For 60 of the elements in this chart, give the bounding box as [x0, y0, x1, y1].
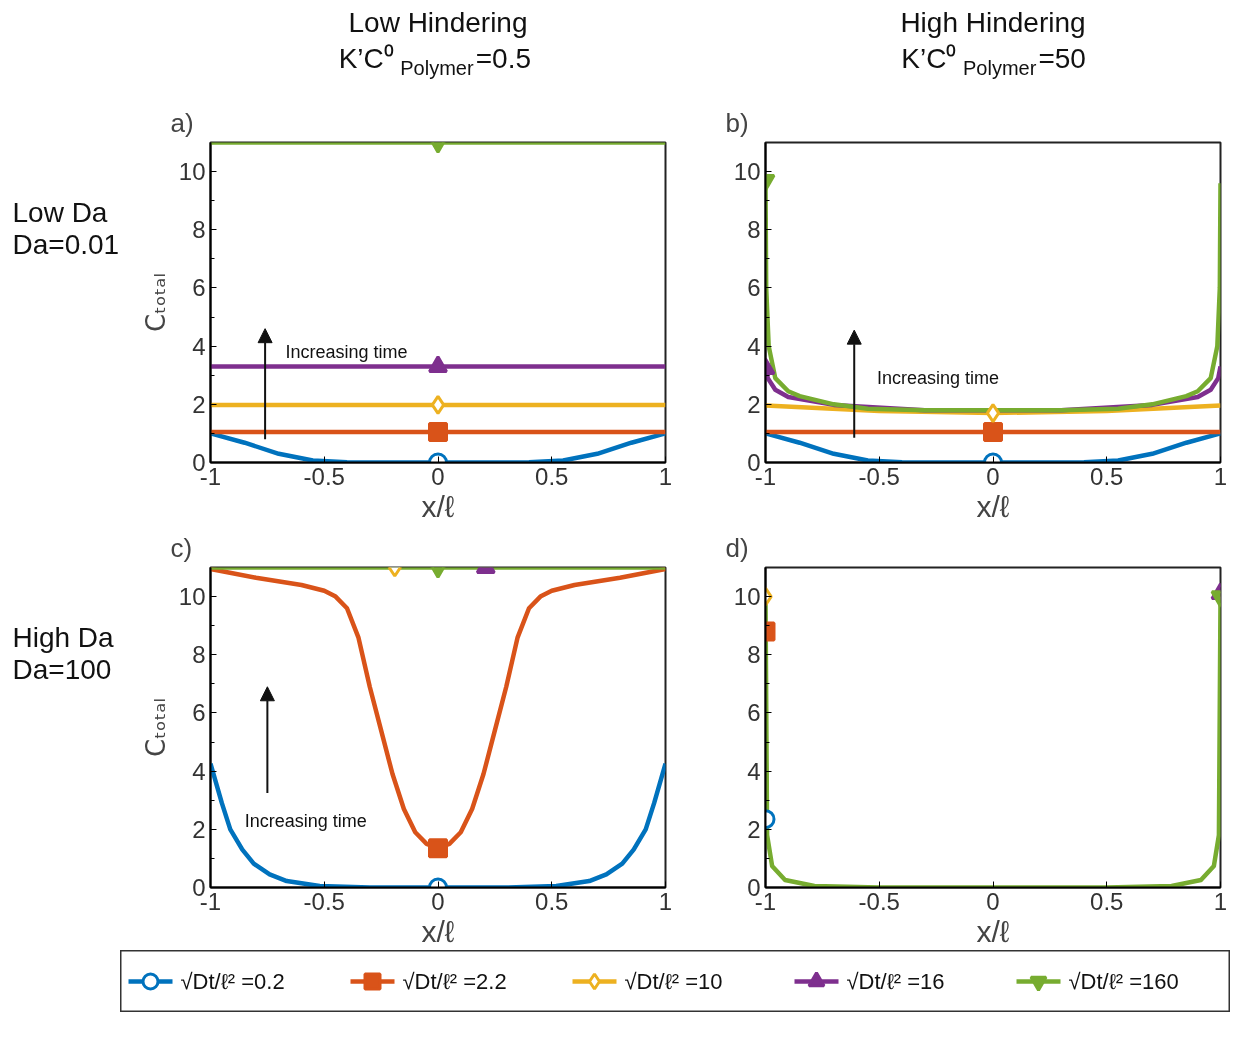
text: c): [170, 532, 193, 563]
y-tick-label: 8: [747, 216, 761, 244]
legend-label: √Dt/ℓ² =160: [1068, 969, 1179, 994]
y-tick-label: 2: [192, 815, 206, 843]
x-tick-label: 0: [431, 887, 445, 915]
x-tick-label: 1: [658, 462, 673, 490]
y-tick-label: 8: [747, 641, 761, 669]
legend-label: √Dt/ℓ² =16: [846, 969, 945, 994]
y-tick-label: 6: [192, 274, 206, 302]
x-tick-label: -0.5: [858, 887, 900, 915]
text: High Da: [12, 622, 115, 654]
y-tick-label: 8: [192, 641, 206, 669]
y-tick-label: 6: [192, 699, 206, 727]
y-tick-label: 6: [747, 274, 761, 302]
y-tick-label: 2: [747, 815, 761, 843]
legend-label: √Dt/ℓ² =10: [624, 969, 723, 994]
legend-label: √Dt/ℓ² =0.2: [180, 969, 285, 994]
x-tick-label: 0.5: [1090, 462, 1124, 490]
text: Da=0.01: [12, 229, 120, 261]
y-tick-label: 2: [192, 390, 206, 418]
text: d): [725, 532, 749, 563]
annotation: Increasing time: [244, 810, 367, 831]
x-axis-title: x/ℓ: [976, 914, 1010, 948]
x-tick-label: 1: [658, 887, 673, 915]
y-tick-label: 8: [192, 216, 206, 244]
y-tick-label: 4: [747, 757, 761, 785]
chart-title: Low Hindering: [348, 7, 528, 38]
x-tick-label: -0.5: [858, 462, 900, 490]
annotation: Increasing time: [285, 341, 408, 362]
x-tick-label: 0.5: [1090, 887, 1124, 915]
x-tick-label: 1: [1213, 887, 1228, 915]
x-tick-label: 0.5: [535, 462, 569, 490]
annotation: Increasing time: [876, 368, 1000, 389]
y-tick-label: 10: [733, 158, 761, 186]
x-tick-label: -0.5: [303, 887, 345, 915]
chart-title: High Hindering: [900, 7, 1086, 38]
x-tick-label: 0: [431, 462, 445, 490]
y-tick-label: 4: [192, 757, 206, 785]
y-tick-label: 4: [747, 332, 761, 360]
x-axis-title: x/ℓ: [976, 489, 1010, 523]
legend-label: √Dt/ℓ² =2.2: [402, 969, 507, 994]
text: Da=100: [12, 654, 112, 686]
y-axis-title: Cₜₒₜₐₗ: [140, 273, 171, 332]
text: b): [725, 107, 749, 138]
x-axis-title: x/ℓ: [421, 914, 455, 948]
text: a): [170, 107, 194, 138]
y-tick-label: 6: [747, 699, 761, 727]
x-tick-label: 0: [986, 887, 1000, 915]
y-axis-title: Cₜₒₜₐₗ: [140, 698, 171, 757]
x-tick-label: 0.5: [535, 887, 569, 915]
text: Low Da: [12, 197, 108, 229]
x-axis-title: x/ℓ: [421, 489, 455, 523]
x-tick-label: 0: [986, 462, 1000, 490]
y-tick-label: 4: [192, 332, 206, 360]
x-tick-label: 1: [1213, 462, 1228, 490]
y-tick-label: 10: [178, 158, 206, 186]
y-tick-label: 10: [733, 583, 761, 611]
y-tick-label: 2: [747, 390, 761, 418]
y-tick-label: 10: [178, 583, 206, 611]
x-tick-label: -0.5: [303, 462, 345, 490]
